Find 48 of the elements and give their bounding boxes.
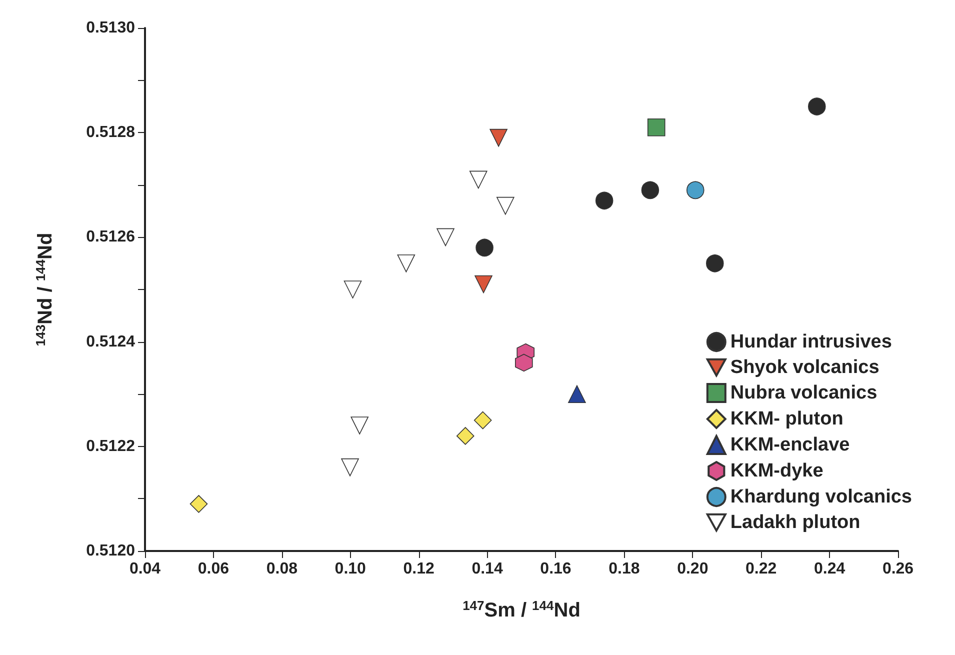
x-tick-label: 0.06 [198, 560, 230, 578]
legend-label: Hundar intrusives [730, 332, 892, 352]
x-tick-label: 0.24 [814, 560, 846, 578]
x-tick-label: 0.14 [472, 560, 503, 578]
point [496, 196, 514, 215]
point [808, 98, 826, 116]
x-tick-label: 0.08 [266, 560, 298, 578]
point [476, 238, 494, 257]
y-axis-title: 143Nd / 144Nd [33, 232, 56, 346]
point [595, 192, 614, 210]
x-tick-label: 0.12 [403, 560, 434, 578]
y-tick-label: 0.5124 [86, 333, 136, 350]
legend-label: KKM- pluton [730, 408, 844, 430]
point [436, 228, 454, 246]
point [469, 170, 488, 189]
y-tick-label: 0.5120 [86, 542, 136, 560]
point [344, 280, 362, 298]
legend-label: Shyok volcanics [730, 357, 880, 378]
legend-label: KKM-enclave [730, 434, 850, 456]
point [350, 416, 369, 434]
legend-label: KKM-dyke [730, 460, 824, 482]
x-tick-label: 0.16 [540, 560, 572, 578]
y-tick-label: 0.5128 [86, 124, 136, 142]
y-tick-label: 0.5126 [86, 228, 136, 246]
x-tick-label: 0.10 [334, 560, 366, 578]
x-tick-label: 0.22 [746, 560, 777, 578]
point [706, 254, 724, 272]
x-tick-label: 0.20 [677, 560, 708, 578]
point [686, 181, 704, 200]
legend-label: Nubra volcanics [730, 382, 878, 404]
y-tick-label: 0.5122 [86, 438, 136, 455]
point [568, 385, 586, 403]
point [647, 118, 666, 136]
legend-label: Khardung volcanics [730, 486, 912, 508]
point [474, 275, 492, 294]
x-tick-label: 0.18 [608, 560, 640, 578]
point [397, 254, 416, 272]
x-tick-label: 0.04 [129, 560, 161, 578]
point [514, 354, 533, 372]
point [341, 458, 359, 476]
y-tick-label: 0.5130 [86, 20, 136, 36]
point [641, 181, 660, 200]
point [190, 495, 208, 513]
legend-label: Ladakh pluton [730, 512, 860, 533]
point [474, 411, 492, 430]
point [490, 128, 508, 147]
x-tick-label: 0.26 [882, 560, 914, 578]
point [456, 427, 474, 445]
